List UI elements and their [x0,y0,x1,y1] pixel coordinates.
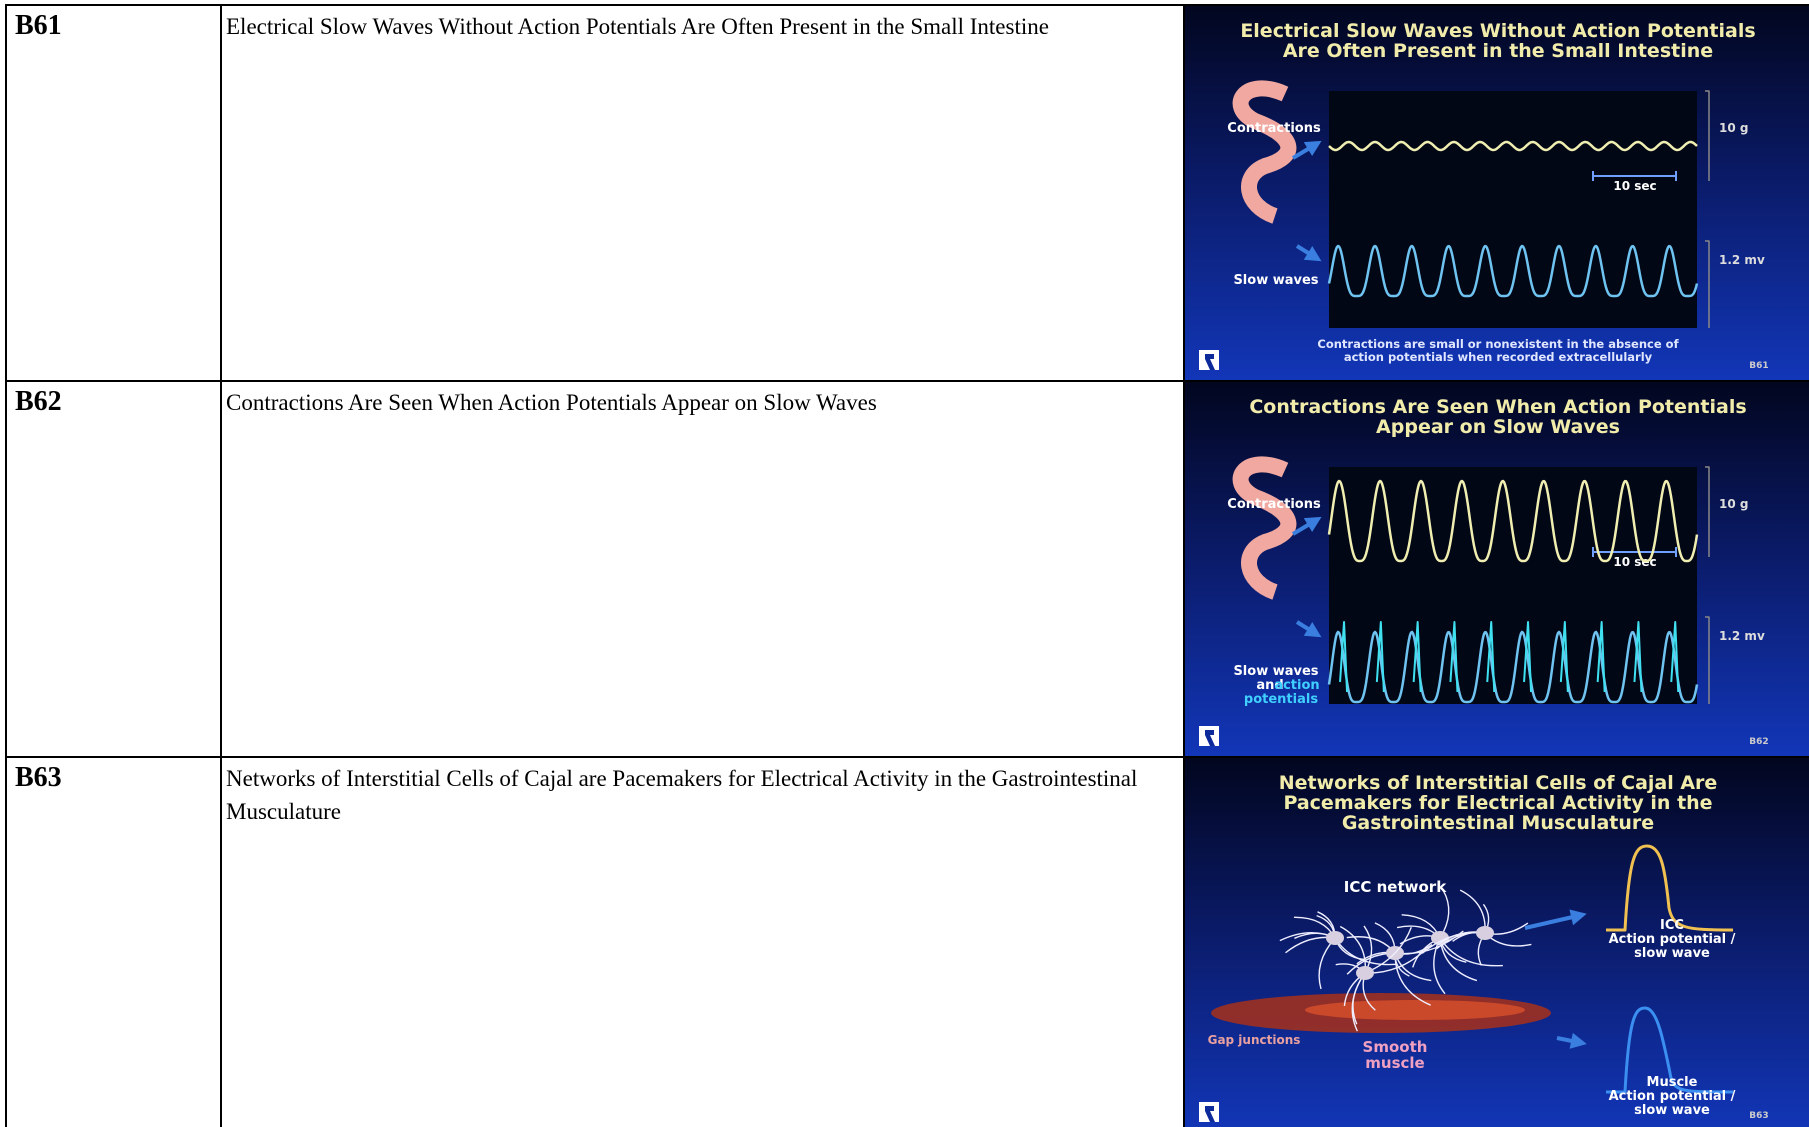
row-description: Electrical Slow Waves Without Action Pot… [220,4,1185,382]
upper-label: Contractions [1227,121,1321,136]
muscle-trace-label: Muscle [1647,1075,1698,1090]
icc-cell [1356,966,1374,980]
slide: Electrical Slow Waves Without Action Pot… [1185,6,1809,380]
upper-scale: 10 g [1719,121,1748,135]
slide-title: Gastrointestinal Musculature [1342,812,1654,834]
icc-trace-label: Action potential / [1609,932,1736,947]
slide-title: Contractions Are Seen When Action Potent… [1249,396,1746,418]
lower-scale: 1.2 mv [1719,253,1765,267]
lower-label: Slow waves [1233,664,1318,679]
smooth-muscle [1305,1000,1525,1020]
slide-code: B61 [1749,361,1768,371]
lower-scale: 1.2 mv [1719,629,1765,643]
upper-label: Contractions [1227,497,1321,512]
slide-title: Appear on Slow Waves [1376,416,1620,438]
slide-cell: Electrical Slow Waves Without Action Pot… [1183,4,1809,382]
caption: Contractions are small or nonexistent in… [1317,337,1679,351]
page: B61Electrical Slow Waves Without Action … [0,0,1809,1127]
slide-title: Electrical Slow Waves Without Action Pot… [1240,20,1755,42]
gap-label: Gap junctions [1208,1033,1301,1047]
slide: Networks of Interstitial Cells of Cajal … [1185,758,1809,1127]
icc-cell [1476,926,1494,940]
slide-code: B62 [1749,737,1768,747]
row-id: B62 [5,380,222,758]
muscle-trace-label: slow wave [1634,1103,1710,1118]
row-description: Networks of Interstitial Cells of Cajal … [220,756,1185,1127]
row-id: B61 [5,4,222,382]
caption: action potentials when recorded extracel… [1344,350,1653,364]
upper-scale: 10 g [1719,497,1748,511]
network-label: ICC network [1344,878,1447,896]
row-id: B63 [5,756,222,1127]
lower-label: potentials [1244,692,1318,707]
trace-panel [1329,91,1697,328]
trace-panel [1329,467,1697,704]
lower-label: Slow waves [1233,273,1318,288]
icc-cell [1326,931,1344,945]
time-scale: 10 sec [1613,179,1656,193]
muscle-trace-label: Action potential / [1609,1089,1736,1104]
slide-title: Networks of Interstitial Cells of Cajal … [1279,772,1718,794]
slide-title: Are Often Present in the Small Intestine [1283,40,1713,62]
slide-code: B63 [1749,1111,1768,1121]
slide: Contractions Are Seen When Action Potent… [1185,382,1809,756]
muscle-label: muscle [1365,1054,1424,1072]
slide-cell: Networks of Interstitial Cells of Cajal … [1183,756,1809,1127]
icc-trace-label: slow wave [1634,946,1710,961]
row-description: Contractions Are Seen When Action Potent… [220,380,1185,758]
icc-trace-label: ICC [1660,918,1684,933]
slide-cell: Contractions Are Seen When Action Potent… [1183,380,1809,758]
slide-title: Pacemakers for Electrical Activity in th… [1283,792,1712,814]
lower-label: action [1274,678,1319,693]
